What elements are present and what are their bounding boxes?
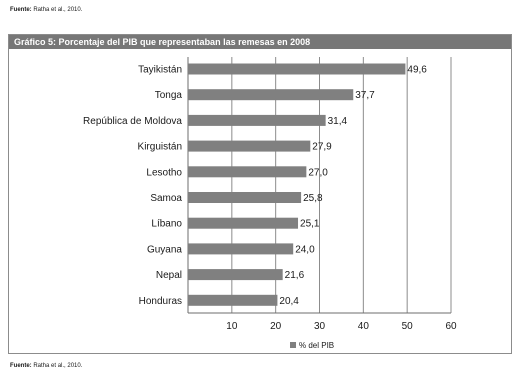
category-label: Guyana	[147, 244, 182, 255]
value-label: 20,4	[279, 296, 299, 307]
value-label: 24,0	[295, 244, 315, 255]
bar	[188, 192, 302, 203]
bar	[188, 140, 311, 152]
x-tick-label: 50	[402, 321, 414, 332]
source-note-top: Fuente: Ratha et al., 2010.	[10, 7, 82, 13]
bar	[188, 243, 294, 255]
x-tick-label: 30	[314, 321, 326, 332]
source-label: Fuente:	[10, 363, 32, 369]
source-text: Ratha et al., 2010.	[33, 363, 83, 369]
value-label: 49,6	[407, 65, 427, 76]
category-label: Nepal	[156, 270, 182, 281]
value-label: 31,4	[328, 116, 348, 127]
x-tick-label: 40	[358, 321, 370, 332]
value-label: 37,7	[355, 90, 375, 101]
value-label: 25,1	[300, 219, 320, 230]
category-label: Lesotho	[146, 167, 182, 178]
value-label: 27,0	[308, 167, 328, 178]
source-note-bottom: Fuente: Ratha et al., 2010.	[10, 363, 82, 369]
x-tick-label: 20	[270, 321, 282, 332]
category-label: Tonga	[155, 90, 183, 101]
bar	[188, 269, 283, 281]
bar	[188, 217, 299, 229]
x-tick-label: 10	[226, 321, 238, 332]
bar	[188, 89, 354, 101]
value-label: 21,6	[285, 270, 305, 281]
category-label: Samoa	[150, 193, 182, 204]
value-label: 25,8	[303, 193, 323, 204]
bar	[188, 166, 307, 178]
legend-swatch	[290, 342, 296, 348]
bar	[188, 114, 326, 126]
bar	[188, 294, 278, 306]
category-label: Honduras	[139, 296, 182, 307]
chart-title: Gráfico 5: Porcentaje del PIB que repres…	[9, 35, 511, 49]
bar	[188, 63, 406, 75]
source-label: Fuente:	[10, 7, 32, 13]
category-label: República de Moldova	[83, 116, 182, 127]
category-label: Tayikistán	[138, 65, 182, 76]
source-text: Ratha et al., 2010.	[33, 7, 83, 13]
value-label: 27,9	[312, 142, 332, 153]
legend-label: % del PIB	[299, 341, 334, 350]
category-label: Líbano	[151, 219, 182, 230]
x-tick-label: 60	[445, 321, 457, 332]
category-label: Kirguistán	[138, 142, 182, 153]
